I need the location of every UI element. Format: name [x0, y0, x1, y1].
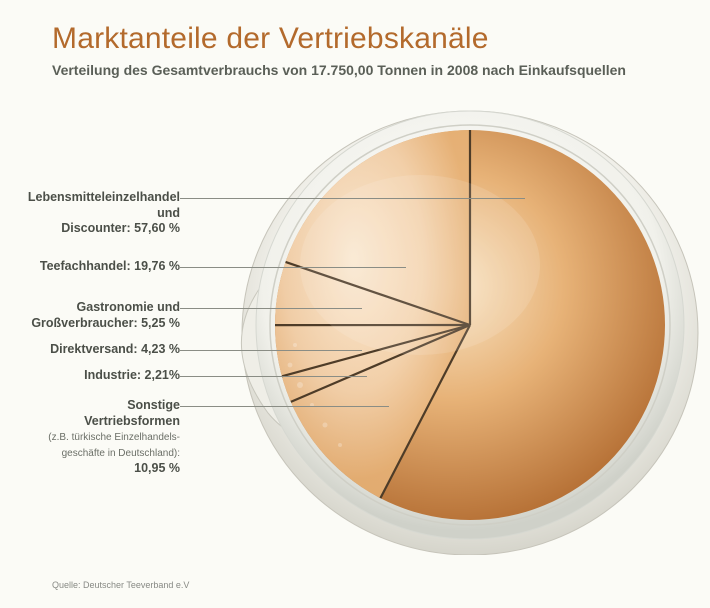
- label-direkt: Direktversand: 4,23 %: [25, 342, 180, 358]
- label-sonstige: SonstigeVertriebsformen(z.B. türkische E…: [0, 398, 180, 476]
- label-gastro: Gastronomie undGroßverbraucher: 5,25 %: [25, 300, 180, 331]
- leader-teefach: [180, 267, 406, 268]
- leader-lebensmittel: [180, 198, 525, 199]
- page-subtitle: Verteilung des Gesamtverbrauchs von 17.7…: [52, 62, 626, 78]
- leader-industrie: [180, 376, 367, 377]
- page-title: Marktanteile der Vertriebskanäle: [52, 22, 489, 56]
- label-lebensmittel: Lebensmitteleinzelhandel undDiscounter: …: [5, 190, 180, 237]
- infographic-page: Marktanteile der Vertriebskanäle Verteil…: [0, 0, 710, 608]
- tea-highlight: [300, 175, 540, 355]
- teacup-pie-chart: [240, 95, 700, 555]
- leader-direkt: [180, 350, 362, 351]
- leader-sonstige: [180, 406, 389, 407]
- source-credit: Quelle: Deutscher Teeverband e.V: [52, 580, 189, 590]
- label-teefach: Teefachhandel: 19,76 %: [20, 259, 180, 275]
- label-industrie: Industrie: 2,21%: [25, 368, 180, 384]
- leader-gastro: [180, 308, 362, 309]
